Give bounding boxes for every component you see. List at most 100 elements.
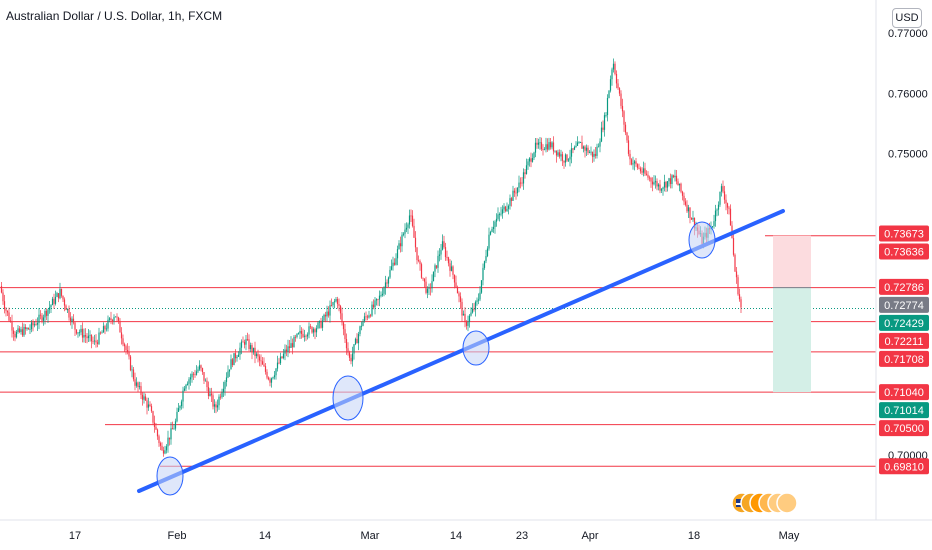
candle-body [473,308,475,310]
candle-body [60,288,63,296]
candle-body [2,292,4,302]
candle-body [66,308,69,311]
candle-body [380,295,382,296]
candle-body [285,349,288,352]
candle-body [321,320,324,328]
candle-body [530,158,532,162]
candle-body [23,326,25,336]
candle-body [446,257,448,258]
candle-body [149,404,151,407]
candle-body [216,405,219,408]
candle-body [278,362,280,364]
candle-body [651,181,654,185]
candle-body [279,356,282,364]
candle-body [212,395,214,407]
candle-body [456,287,459,294]
candle-body [35,324,37,326]
candle-body [597,146,600,148]
candle-body [551,142,553,148]
candle-body [233,353,235,366]
candle-body [657,184,660,187]
price-label-bg [879,420,929,437]
candle-body [173,428,175,430]
horizontal-levels [0,235,876,467]
candle-body [401,234,403,247]
candle-body [668,178,670,182]
candle-body [525,165,528,175]
price-tick-label: 0.77000 [888,28,928,40]
candle-body [713,221,715,227]
candle-body [296,333,298,337]
candle-body [248,339,250,350]
candle-body [600,127,603,142]
candle-body [270,378,273,383]
candle-body [521,182,523,184]
candle-body [450,266,453,271]
candle-body [170,428,172,440]
candle-body [165,446,168,451]
candle-body [203,371,205,381]
take-profit-zone[interactable] [773,287,811,393]
candle-body [254,347,256,357]
touch-circle[interactable] [332,375,364,421]
candle-body [288,346,291,348]
candle-body [516,187,519,194]
candle-body [132,369,135,380]
candle-body [497,214,499,219]
candle-body [353,344,355,354]
candle-body [726,203,729,208]
candle-body [74,322,76,330]
price-label: 0.71708 [884,354,924,366]
candle-body [236,356,238,359]
trendline[interactable] [137,209,785,493]
touch-circle[interactable] [462,330,490,366]
candle-body [507,205,510,209]
candle-body [8,312,10,321]
candle-body [356,338,358,344]
candle-body [114,316,117,318]
candle-body [252,347,255,353]
candle-body [324,314,327,317]
candle-body [587,147,589,153]
price-label: 0.73636 [884,246,924,258]
event-icon[interactable] [776,492,798,514]
candle-body [246,339,249,341]
touch-circle[interactable] [688,221,716,259]
candle-body [590,151,592,153]
stop-loss-zone[interactable] [773,235,811,288]
candle-body [200,365,202,369]
candle-body [113,317,115,321]
candle-body [737,277,739,295]
candle-body [41,315,43,321]
candle-body [45,310,48,316]
candle-body [374,300,376,308]
candle-body [453,274,456,283]
candle-body [209,393,211,396]
candle-body [95,340,97,343]
candle-body [174,421,177,429]
candle-body [633,161,636,164]
candle-body [680,183,682,192]
candle-body [228,369,231,372]
candle-body [222,388,225,393]
candle-body [359,326,361,334]
candle-body [242,341,244,343]
candle-body [197,369,199,372]
currency-button[interactable]: USD [892,8,922,28]
candle-body [351,353,354,362]
candle-body [716,209,718,211]
candle-body [452,266,454,275]
candle-body [120,332,123,339]
candle-body [512,190,514,201]
candle-body [617,83,619,89]
candle-body [125,346,127,351]
candle-body [204,380,207,382]
touch-circle[interactable] [156,456,184,496]
candle-body [494,221,496,227]
candle-body [648,177,651,179]
candle-body [29,329,31,330]
candle-body [447,257,450,264]
candle-body [375,299,378,301]
candle-body [536,142,538,145]
